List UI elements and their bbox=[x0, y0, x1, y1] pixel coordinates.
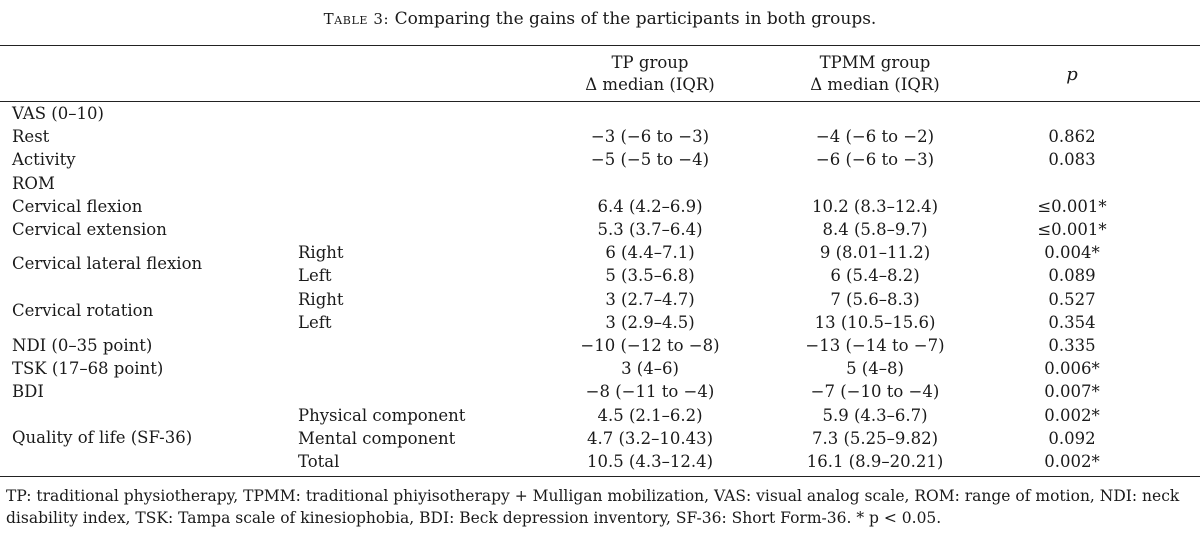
table-cell-p: 0.006* bbox=[1044, 359, 1100, 379]
table-cell-tpmm: 7.3 (5.25–9.82) bbox=[811, 428, 939, 448]
table-cell-p: 0.335 bbox=[1048, 336, 1096, 355]
table-cell-c1: ROM bbox=[12, 173, 55, 193]
table-cell-p: 0.862 bbox=[1048, 127, 1096, 147]
header-tp: TP group Δ median (IQR) bbox=[520, 52, 780, 96]
table-cell-tp: 10.5 (4.3–12.4) bbox=[586, 452, 714, 471]
table-cell-p: 0.007* bbox=[1044, 382, 1100, 402]
table-cell-tp: 3 (2.9–4.5) bbox=[605, 312, 695, 332]
table-cell-tpmm: −6 (−6 to −3) bbox=[815, 150, 935, 170]
table-cell-p: 0.004* bbox=[1044, 243, 1100, 263]
table-cell-c1: VAS (0–10) bbox=[12, 104, 104, 123]
table-cell-p: ≤0.001* bbox=[1037, 196, 1107, 216]
table-cell-tpmm: 9 (8.01–11.2) bbox=[819, 243, 931, 263]
table-cell-p: 0.083 bbox=[1048, 150, 1096, 170]
table-cell-tp: 6 (4.4–7.1) bbox=[605, 243, 695, 263]
table-cell-c1: Activity bbox=[12, 150, 76, 170]
table-cell-c2: Right bbox=[298, 289, 344, 309]
table-cell-tpmm: 13 (10.5–15.6) bbox=[814, 312, 936, 332]
table-cell-c1: NDI (0–35 point) bbox=[12, 336, 153, 355]
label-cervical-lateral-flexion: Cervical lateral flexion bbox=[12, 254, 203, 273]
table-cell-c2: Right bbox=[298, 243, 344, 263]
table-cell-p: 0.527 bbox=[1048, 289, 1096, 309]
header-tp-line2: Δ median (IQR) bbox=[585, 75, 715, 94]
table-cell-tpmm: −13 (−14 to −7) bbox=[805, 336, 945, 355]
table-cell-c2: Physical component bbox=[298, 405, 466, 425]
table-cell-tpmm: 16.1 (8.9–20.21) bbox=[806, 452, 944, 471]
table-caption: Table 3: Comparing the gains of the part… bbox=[0, 9, 1200, 29]
bottom-rule bbox=[0, 476, 1200, 477]
table-cell-p: 0.089 bbox=[1048, 266, 1096, 286]
table-cell-c1: TSK (17–68 point) bbox=[12, 359, 164, 379]
table-cell-c2: Total bbox=[298, 452, 340, 471]
header-rule bbox=[0, 101, 1200, 102]
table-caption-label: Table 3: bbox=[323, 10, 390, 28]
top-rule bbox=[0, 45, 1200, 46]
table-cell-tp: 4.7 (3.2–10.43) bbox=[586, 428, 714, 448]
footnote: TP: traditional physiotherapy, TPMM: tra… bbox=[6, 485, 1191, 529]
table-cell-tpmm: −7 (−10 to −4) bbox=[810, 382, 940, 402]
table-cell-c1: Cervical extension bbox=[12, 220, 167, 239]
label-quality-of-life: Quality of life (SF-36) bbox=[12, 428, 193, 447]
table-cell-tpmm: 7 (5.6–8.3) bbox=[830, 289, 920, 309]
header-tpmm-line2: Δ median (IQR) bbox=[810, 75, 940, 94]
label-cervical-rotation: Cervical rotation bbox=[12, 301, 154, 320]
table-cell-c1: Rest bbox=[12, 127, 50, 147]
table-cell-tpmm: 10.2 (8.3–12.4) bbox=[811, 196, 939, 216]
table-cell-p: ≤0.001* bbox=[1037, 220, 1107, 239]
header-tp-line1: TP group bbox=[611, 53, 689, 72]
table-cell-tpmm: 6 (5.4–8.2) bbox=[830, 266, 920, 286]
table-cell-tp: 4.5 (2.1–6.2) bbox=[597, 405, 703, 425]
table-cell-tp: −5 (−5 to −4) bbox=[590, 150, 710, 170]
table-cell-p: 0.092 bbox=[1048, 428, 1096, 448]
table-cell-tpmm: 5 (4–8) bbox=[846, 359, 904, 379]
table-cell-p: 0.002* bbox=[1044, 405, 1100, 425]
table-cell-c2: Left bbox=[298, 312, 332, 332]
table-cell-p: 0.354 bbox=[1048, 312, 1096, 332]
table-cell-tp: 5 (3.5–6.8) bbox=[605, 266, 695, 286]
table-cell-c1: Cervical flexion bbox=[12, 196, 143, 216]
table-cell-c2: Left bbox=[298, 266, 332, 286]
table-cell-c2: Mental component bbox=[298, 428, 456, 448]
table-caption-text: Comparing the gains of the participants … bbox=[394, 9, 877, 29]
footnote-text: TP: traditional physiotherapy, TPMM: tra… bbox=[6, 487, 1180, 527]
table-cell-tp: −3 (−6 to −3) bbox=[590, 127, 710, 147]
table-cell-tp: 3 (4–6) bbox=[621, 359, 679, 379]
header-tpmm-line1: TPMM group bbox=[819, 53, 931, 72]
table-cell-tp: −10 (−12 to −8) bbox=[580, 336, 720, 355]
table-cell-tpmm: 5.9 (4.3–6.7) bbox=[822, 405, 928, 425]
table-cell-tp: 6.4 (4.2–6.9) bbox=[597, 196, 703, 216]
header-p: p bbox=[1066, 64, 1078, 85]
table-cell-tpmm: 8.4 (5.8–9.7) bbox=[822, 220, 928, 239]
table-cell-tp: −8 (−11 to −4) bbox=[585, 382, 715, 402]
table-cell-tp: 5.3 (3.7–6.4) bbox=[597, 220, 703, 239]
table-cell-p: 0.002* bbox=[1044, 452, 1100, 471]
table-cell-tp: 3 (2.7–4.7) bbox=[605, 289, 695, 309]
table-cell-c1: BDI bbox=[12, 382, 44, 402]
header-tpmm: TPMM group Δ median (IQR) bbox=[745, 52, 1005, 96]
table-cell-tpmm: −4 (−6 to −2) bbox=[815, 127, 935, 147]
footnote-significance: * p < 0.05. bbox=[856, 509, 942, 527]
